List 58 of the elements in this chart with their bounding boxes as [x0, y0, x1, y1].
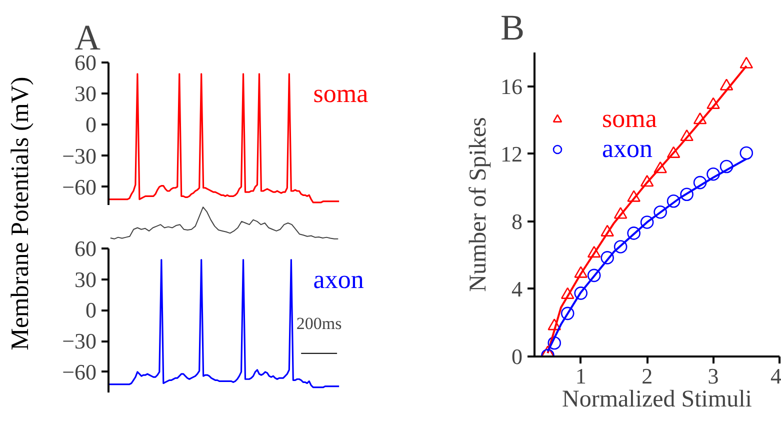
point — [720, 78, 734, 90]
point — [693, 176, 707, 190]
y-tick-label: 16 — [500, 74, 522, 99]
point — [740, 56, 754, 68]
point — [614, 240, 628, 254]
point — [587, 268, 601, 282]
point — [614, 207, 628, 219]
point — [640, 216, 654, 229]
point — [666, 194, 680, 208]
point — [654, 205, 667, 219]
y-tick-label: −30 — [62, 328, 97, 354]
y-tick-label: 12 — [500, 141, 522, 166]
point — [560, 287, 574, 299]
point — [560, 306, 574, 320]
point — [600, 251, 614, 264]
point — [548, 318, 562, 330]
point — [548, 336, 562, 350]
point — [627, 226, 640, 240]
x-axis-title: Normalized Stimuli — [562, 386, 752, 412]
y-tick-label: 30 — [74, 266, 96, 292]
y-tick-label: 0 — [86, 298, 96, 323]
point — [706, 167, 720, 181]
point — [587, 246, 601, 258]
point — [627, 190, 640, 202]
x-tick-label: 3 — [708, 364, 719, 388]
series-label: soma — [313, 79, 369, 108]
point — [720, 160, 734, 174]
y-tick-label: 30 — [74, 81, 96, 106]
legend-label: axon — [602, 134, 653, 164]
y-tick-label: 60 — [74, 50, 96, 75]
y-axis-title: Membrane Potentials (mV) — [7, 76, 34, 350]
y-tick-label: 60 — [74, 236, 96, 261]
point — [693, 112, 707, 124]
y-axis-title: Number of Spikes — [466, 117, 492, 292]
point — [666, 146, 680, 158]
chart-title: B — [500, 8, 525, 48]
x-tick-label: 1 — [575, 364, 586, 388]
x-tick-label: 2 — [642, 364, 653, 388]
y-tick-label: 8 — [512, 208, 522, 234]
point — [574, 266, 588, 278]
y-tick-label: 0 — [512, 344, 522, 369]
point — [680, 188, 694, 202]
series-label: axon — [313, 264, 364, 294]
point — [574, 286, 588, 300]
y-tick-label: −30 — [62, 143, 97, 168]
point — [706, 97, 720, 109]
legend-label: soma — [602, 104, 657, 134]
y-tick-label: 4 — [512, 276, 522, 302]
point — [640, 174, 654, 187]
point — [654, 161, 667, 174]
y-tick-label: 0 — [86, 112, 96, 138]
point — [740, 146, 754, 160]
y-tick-label: −60 — [62, 174, 97, 200]
annotation: 200ms — [296, 314, 342, 333]
point — [680, 129, 694, 142]
x-tick-label: 4 — [770, 364, 781, 388]
y-tick-label: −60 — [62, 359, 97, 384]
point — [600, 224, 614, 236]
